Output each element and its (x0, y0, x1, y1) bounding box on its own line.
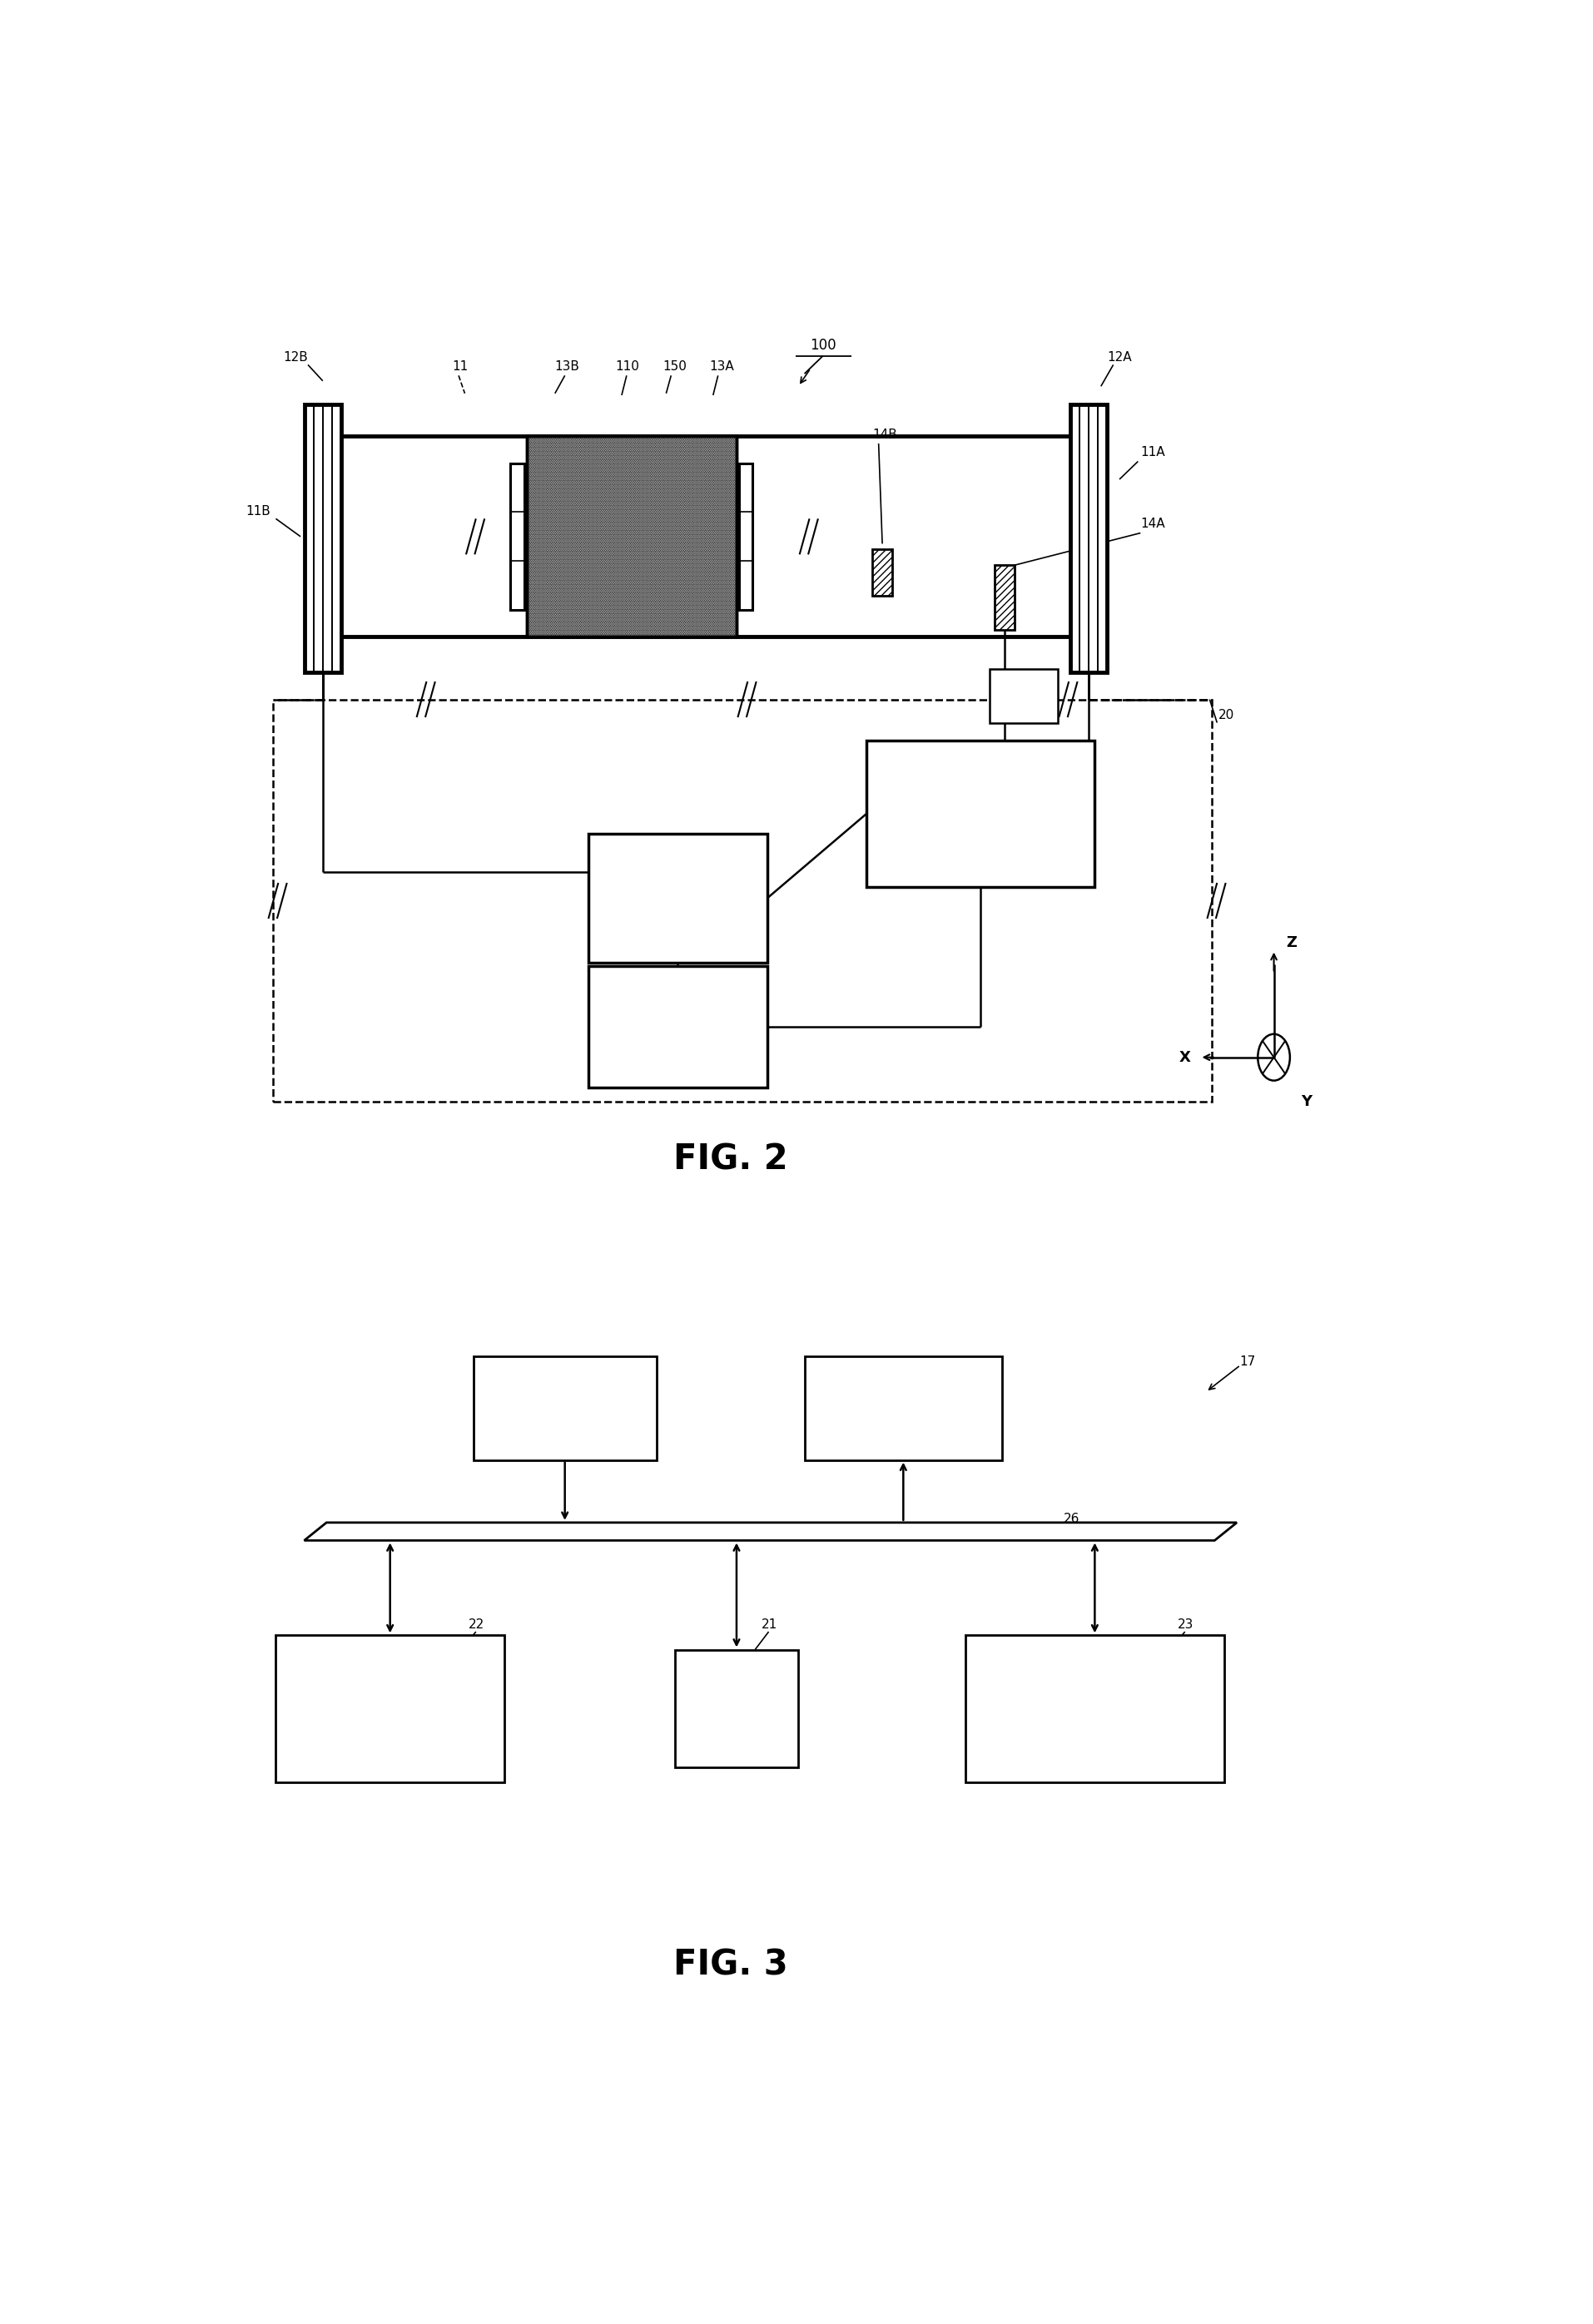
Text: CIRCUIT: CIRCUIT (946, 837, 1013, 851)
Bar (276, 1636, 503, 1783)
Text: 16: 16 (730, 862, 746, 874)
Text: 17: 17 (1239, 1355, 1255, 1369)
Text: 13B: 13B (554, 360, 580, 372)
Bar (526, 437, 736, 637)
Text: 21: 21 (761, 1618, 777, 1631)
Text: 11: 11 (452, 360, 468, 372)
Text: LONG-TERM: LONG-TERM (352, 1673, 427, 1685)
Text: 11B: 11B (245, 504, 271, 518)
Polygon shape (304, 1522, 1236, 1541)
Text: 22: 22 (468, 1618, 484, 1631)
Bar (674, 1650, 798, 1769)
Bar (588, 967, 768, 1088)
Text: 150: 150 (663, 360, 687, 372)
Bar (304, 404, 341, 672)
Text: CIRCUIT: CIRCUIT (644, 1046, 710, 1062)
Bar (739, 462, 752, 609)
Text: 110: 110 (615, 360, 639, 372)
Text: 24: 24 (624, 1369, 640, 1383)
Text: 15: 15 (1042, 776, 1058, 790)
Text: 12A: 12A (1107, 351, 1131, 365)
Text: X: X (1179, 1050, 1190, 1064)
Text: 23: 23 (1177, 1618, 1193, 1631)
Text: FIG. 3: FIG. 3 (672, 1948, 787, 1982)
Bar (989, 669, 1058, 723)
Text: INPUT UNIT: INPUT UNIT (526, 1401, 604, 1415)
Text: DRIVER: DRIVER (647, 869, 709, 883)
Text: 17: 17 (730, 976, 746, 988)
Text: MEMORY CIRCUIT: MEMORY CIRCUIT (335, 1731, 444, 1745)
Text: 25: 25 (946, 1369, 962, 1383)
Text: MEMORY CIRCUIT: MEMORY CIRCUIT (1039, 1731, 1149, 1745)
Bar (965, 1636, 1223, 1783)
Text: 14A: 14A (1141, 518, 1164, 530)
Text: MEASURING: MEASURING (929, 781, 1031, 797)
Text: 11A: 11A (1141, 446, 1164, 458)
Text: 14B: 14B (871, 428, 897, 442)
Text: FIG. 2: FIG. 2 (672, 1141, 787, 1176)
Bar (274, 700, 1212, 1102)
Bar (526, 437, 736, 637)
Bar (588, 834, 768, 962)
Text: TEMPORARY: TEMPORARY (1056, 1673, 1133, 1685)
Bar (867, 741, 1094, 888)
Text: 26: 26 (1064, 1513, 1080, 1525)
Text: 20: 20 (1217, 709, 1233, 723)
Bar (994, 565, 1015, 630)
Bar (473, 1357, 656, 1459)
Text: 100: 100 (809, 337, 836, 353)
Text: CONTROL: CONTROL (637, 999, 717, 1013)
Bar (1069, 404, 1107, 672)
Bar (871, 548, 892, 595)
Text: OUTPUT UNIT: OUTPUT UNIT (855, 1401, 949, 1415)
Text: 12B: 12B (284, 351, 307, 365)
Text: Z: Z (1286, 934, 1297, 951)
Bar (804, 1357, 1002, 1459)
Bar (510, 462, 524, 609)
Text: Y: Y (1300, 1095, 1311, 1109)
Text: 13A: 13A (709, 360, 734, 372)
Text: CIRCUIT: CIRCUIT (644, 918, 710, 934)
Text: CPU: CPU (722, 1701, 752, 1715)
